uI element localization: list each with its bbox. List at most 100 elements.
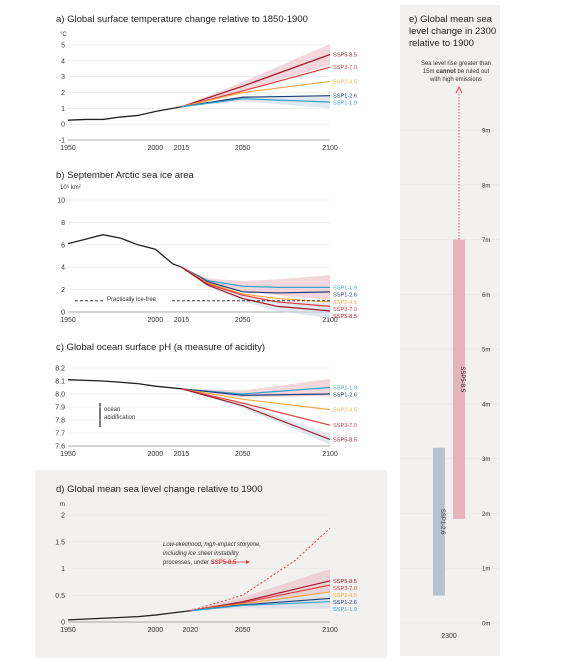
series-end-label-ssp2-4.5: SSP2-4.5 (333, 300, 357, 306)
series-end-label-ssp1-2.6: SSP1-2.6 (333, 292, 357, 298)
panel-a-title: a) Global surface temperature change rel… (56, 14, 308, 25)
x-tick-label-1: 2000 (148, 627, 164, 634)
e-y-tick-7: 7m (482, 238, 490, 244)
x-tick-label-0: 1950 (60, 317, 76, 324)
x-tick-label-2: 2015 (174, 451, 190, 458)
series-line-ssp1-2.6 (181, 266, 331, 294)
chart-b: 0 2 4 6 8 10 1950 2000 2015 2050 2100 SSP1-1.9SSP1-… (57, 198, 357, 325)
chart-e: 0m 1m 2m 3m 4m 5m 6m 7m 8m 9m SSP1-2.6 SSP5-8.5 2300 (400, 85, 500, 640)
panel-e-title-line-3: relative to 1900 (409, 38, 474, 49)
series-end-label-ssp2-4.5: SSP2-4.5 (333, 593, 357, 599)
historical-line (67, 106, 182, 121)
series-end-label-ssp3-7.0: SSP3-7.0 (333, 586, 357, 592)
bar-label-ssp1-2.6: SSP1-2.6 (439, 509, 445, 535)
x-tick-label-3: 2050 (235, 317, 251, 324)
panel-d-unit: m (60, 502, 65, 508)
historical-line (67, 379, 182, 390)
chart-c: 7.6 7.7 7.8 7.9 8.0 8.1 8.2 1950 2000 2015 2050 210… (55, 366, 357, 459)
series-end-label-ssp5-8.5: SSP5-8.5 (333, 314, 357, 320)
y-tick-label-3: 1.5 (55, 539, 65, 546)
y-tick-label-0: 0 (61, 310, 65, 317)
series-end-label-ssp1-1.9: SSP1-1.9 (333, 285, 357, 291)
storyline-label-2: including ice sheet instability (163, 551, 240, 557)
y-tick-label-4: 3 (61, 74, 65, 81)
x-tick-label-1: 2000 (148, 145, 164, 152)
series-line-ssp2-4.5 (181, 388, 331, 411)
y-tick-label-6: 5 (61, 43, 65, 50)
storyline-arrowhead (246, 560, 250, 564)
series-end-label-ssp5-8.5: SSP5-8.5 (333, 438, 357, 444)
series-line-ssp2-4.5 (181, 80, 331, 108)
x-tick-label-4: 2100 (322, 451, 338, 458)
y-tick-label-2: 7.8 (55, 418, 65, 425)
series-line-ssp3-7.0 (181, 388, 331, 426)
e-x-tick: 2300 (441, 633, 457, 640)
e-y-tick-0: 0m (482, 622, 490, 628)
y-tick-label-5: 4 (61, 58, 65, 65)
x-tick-label-4: 2100 (322, 145, 338, 152)
e-y-tick-9: 9m (482, 129, 490, 135)
storyline-line (190, 528, 331, 612)
series-end-label-ssp3-7.0: SSP3-7.0 (333, 423, 357, 429)
bar-ssp1-2.6 (433, 447, 445, 596)
x-tick-label-1: 2000 (148, 451, 164, 458)
y-tick-label-4: 2 (61, 513, 65, 520)
panel-c-title: c) Global ocean surface pH (a measure of… (56, 342, 265, 353)
y-tick-label-1: 0.5 (55, 593, 65, 600)
y-tick-label-2: 4 (61, 265, 65, 272)
x-tick-label-2: 2015 (174, 317, 190, 324)
y-tick-label-6: 8.2 (55, 366, 65, 373)
series-line-ssp2-4.5 (181, 266, 331, 303)
panel-b-title: b) September Arctic sea ice area (56, 170, 195, 181)
series-end-label-ssp3-7.0: SSP3-7.0 (333, 307, 357, 313)
e-y-tick-4: 4m (482, 402, 490, 408)
band-ssp126 (181, 95, 330, 109)
x-tick-label-3: 2050 (235, 145, 251, 152)
x-tick-label-1: 2000 (148, 317, 164, 324)
x-tick-label-2: 2020 (182, 627, 198, 634)
storyline-label-3: processes, under SSP5-8.5 (163, 560, 237, 566)
series-line-ssp1-2.6 (181, 388, 331, 396)
x-tick-label-4: 2100 (322, 317, 338, 324)
band-ssp585 (181, 267, 330, 300)
y-tick-label-3: 2 (61, 90, 65, 97)
panel-a-unit: °C (60, 32, 67, 38)
x-tick-label-2: 2015 (174, 145, 190, 152)
series-line-ssp5-8.5 (181, 388, 331, 441)
series-line-ssp1-1.9 (181, 266, 330, 288)
bar-ssp5-8.5 (453, 239, 465, 519)
series-line-ssp1-1.9 (181, 98, 331, 108)
series-end-label-ssp1-1.9: SSP1-1.9 (333, 101, 357, 107)
series-end-label-ssp5-8.5: SSP5-8.5 (333, 53, 357, 59)
panel-e-note-line-1: Sea level rise greater than (421, 61, 491, 67)
historical-line (67, 610, 191, 621)
y-tick-label-0: 0 (61, 620, 65, 627)
y-tick-label-1: 7.7 (55, 431, 65, 438)
series-end-label-ssp1-2.6: SSP1-2.6 (333, 600, 357, 606)
panel-e-note-line-2: 15m cannot be ruled out (423, 69, 490, 75)
series-line-ssp3-7.0 (181, 266, 331, 307)
panel-e-note-line-3: with high emissions (429, 77, 482, 83)
series-end-label-ssp1-2.6: SSP1-2.6 (333, 393, 357, 399)
x-tick-label-4: 2100 (322, 627, 338, 634)
series-end-label-ssp2-4.5: SSP2-4.5 (333, 79, 357, 85)
series-end-label-ssp2-4.5: SSP2-4.5 (333, 408, 357, 414)
y-tick-label-0: 7.6 (55, 444, 65, 451)
e-y-tick-3: 3m (482, 457, 490, 463)
band-ssp126 (181, 267, 330, 319)
y-tick-label-3: 6 (61, 242, 65, 249)
bar-label-ssp5-8.5: SSP5-8.5 (459, 366, 465, 392)
chart-a: -1 0 1 2 3 4 5 1950 2000 2015 2050 2100 SSP5-8.5 SSP3… (59, 43, 357, 153)
e-arrowhead (455, 85, 463, 94)
y-tick-label-4: 8.0 (55, 392, 65, 399)
panel-e-title-line-1: e) Global mean sea (409, 14, 493, 25)
panel-e-background (400, 5, 500, 656)
series-end-label-ssp3-7.0: SSP3-7.0 (333, 65, 357, 71)
x-tick-label-0: 1950 (60, 451, 76, 458)
panel-e-title-line-2: level change in 2300 (409, 26, 496, 37)
y-tick-label-4: 8 (61, 220, 65, 227)
e-y-tick-5: 5m (482, 348, 490, 354)
x-tick-label-3: 2050 (235, 451, 251, 458)
